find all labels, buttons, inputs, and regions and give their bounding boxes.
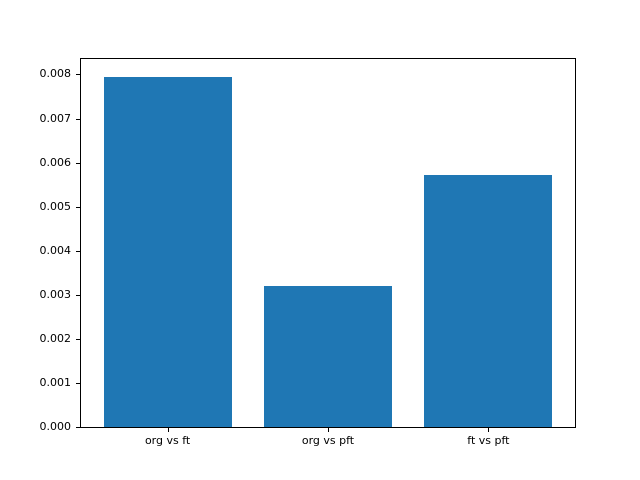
y-tick-mark [76, 206, 80, 208]
x-tick-label: org vs ft [144, 434, 191, 447]
y-tick-label: 0.007 [39, 111, 72, 125]
y-tick-label: 0.008 [39, 67, 72, 81]
y-tick-mark [76, 294, 80, 296]
bar-2 [263, 285, 393, 427]
y-tick-label: 0.002 [39, 331, 72, 345]
y-tick-mark [76, 74, 80, 76]
y-tick-mark [76, 118, 80, 120]
bar-3 [424, 174, 553, 427]
bar-1 [103, 76, 232, 427]
plot-area [80, 58, 576, 428]
y-tick-mark [76, 338, 80, 340]
y-tick-mark [76, 162, 80, 164]
x-tick-mark [328, 428, 329, 432]
y-tick-mark [76, 427, 80, 428]
y-tick-label: 0.005 [39, 199, 72, 213]
y-tick-label: 0.001 [39, 375, 72, 389]
y-tick-label: 0.000 [39, 420, 72, 433]
y-tick-mark [76, 250, 80, 252]
y-tick-label: 0.003 [39, 287, 72, 301]
x-tick-mark [488, 428, 490, 432]
x-tick-label: org vs pft [301, 434, 355, 447]
y-tick-label: 0.004 [39, 243, 72, 257]
y-tick-label: 0.006 [39, 155, 72, 169]
y-tick-mark [76, 382, 80, 384]
x-tick-label: ft vs pft [467, 434, 510, 447]
x-tick-mark [167, 428, 169, 432]
